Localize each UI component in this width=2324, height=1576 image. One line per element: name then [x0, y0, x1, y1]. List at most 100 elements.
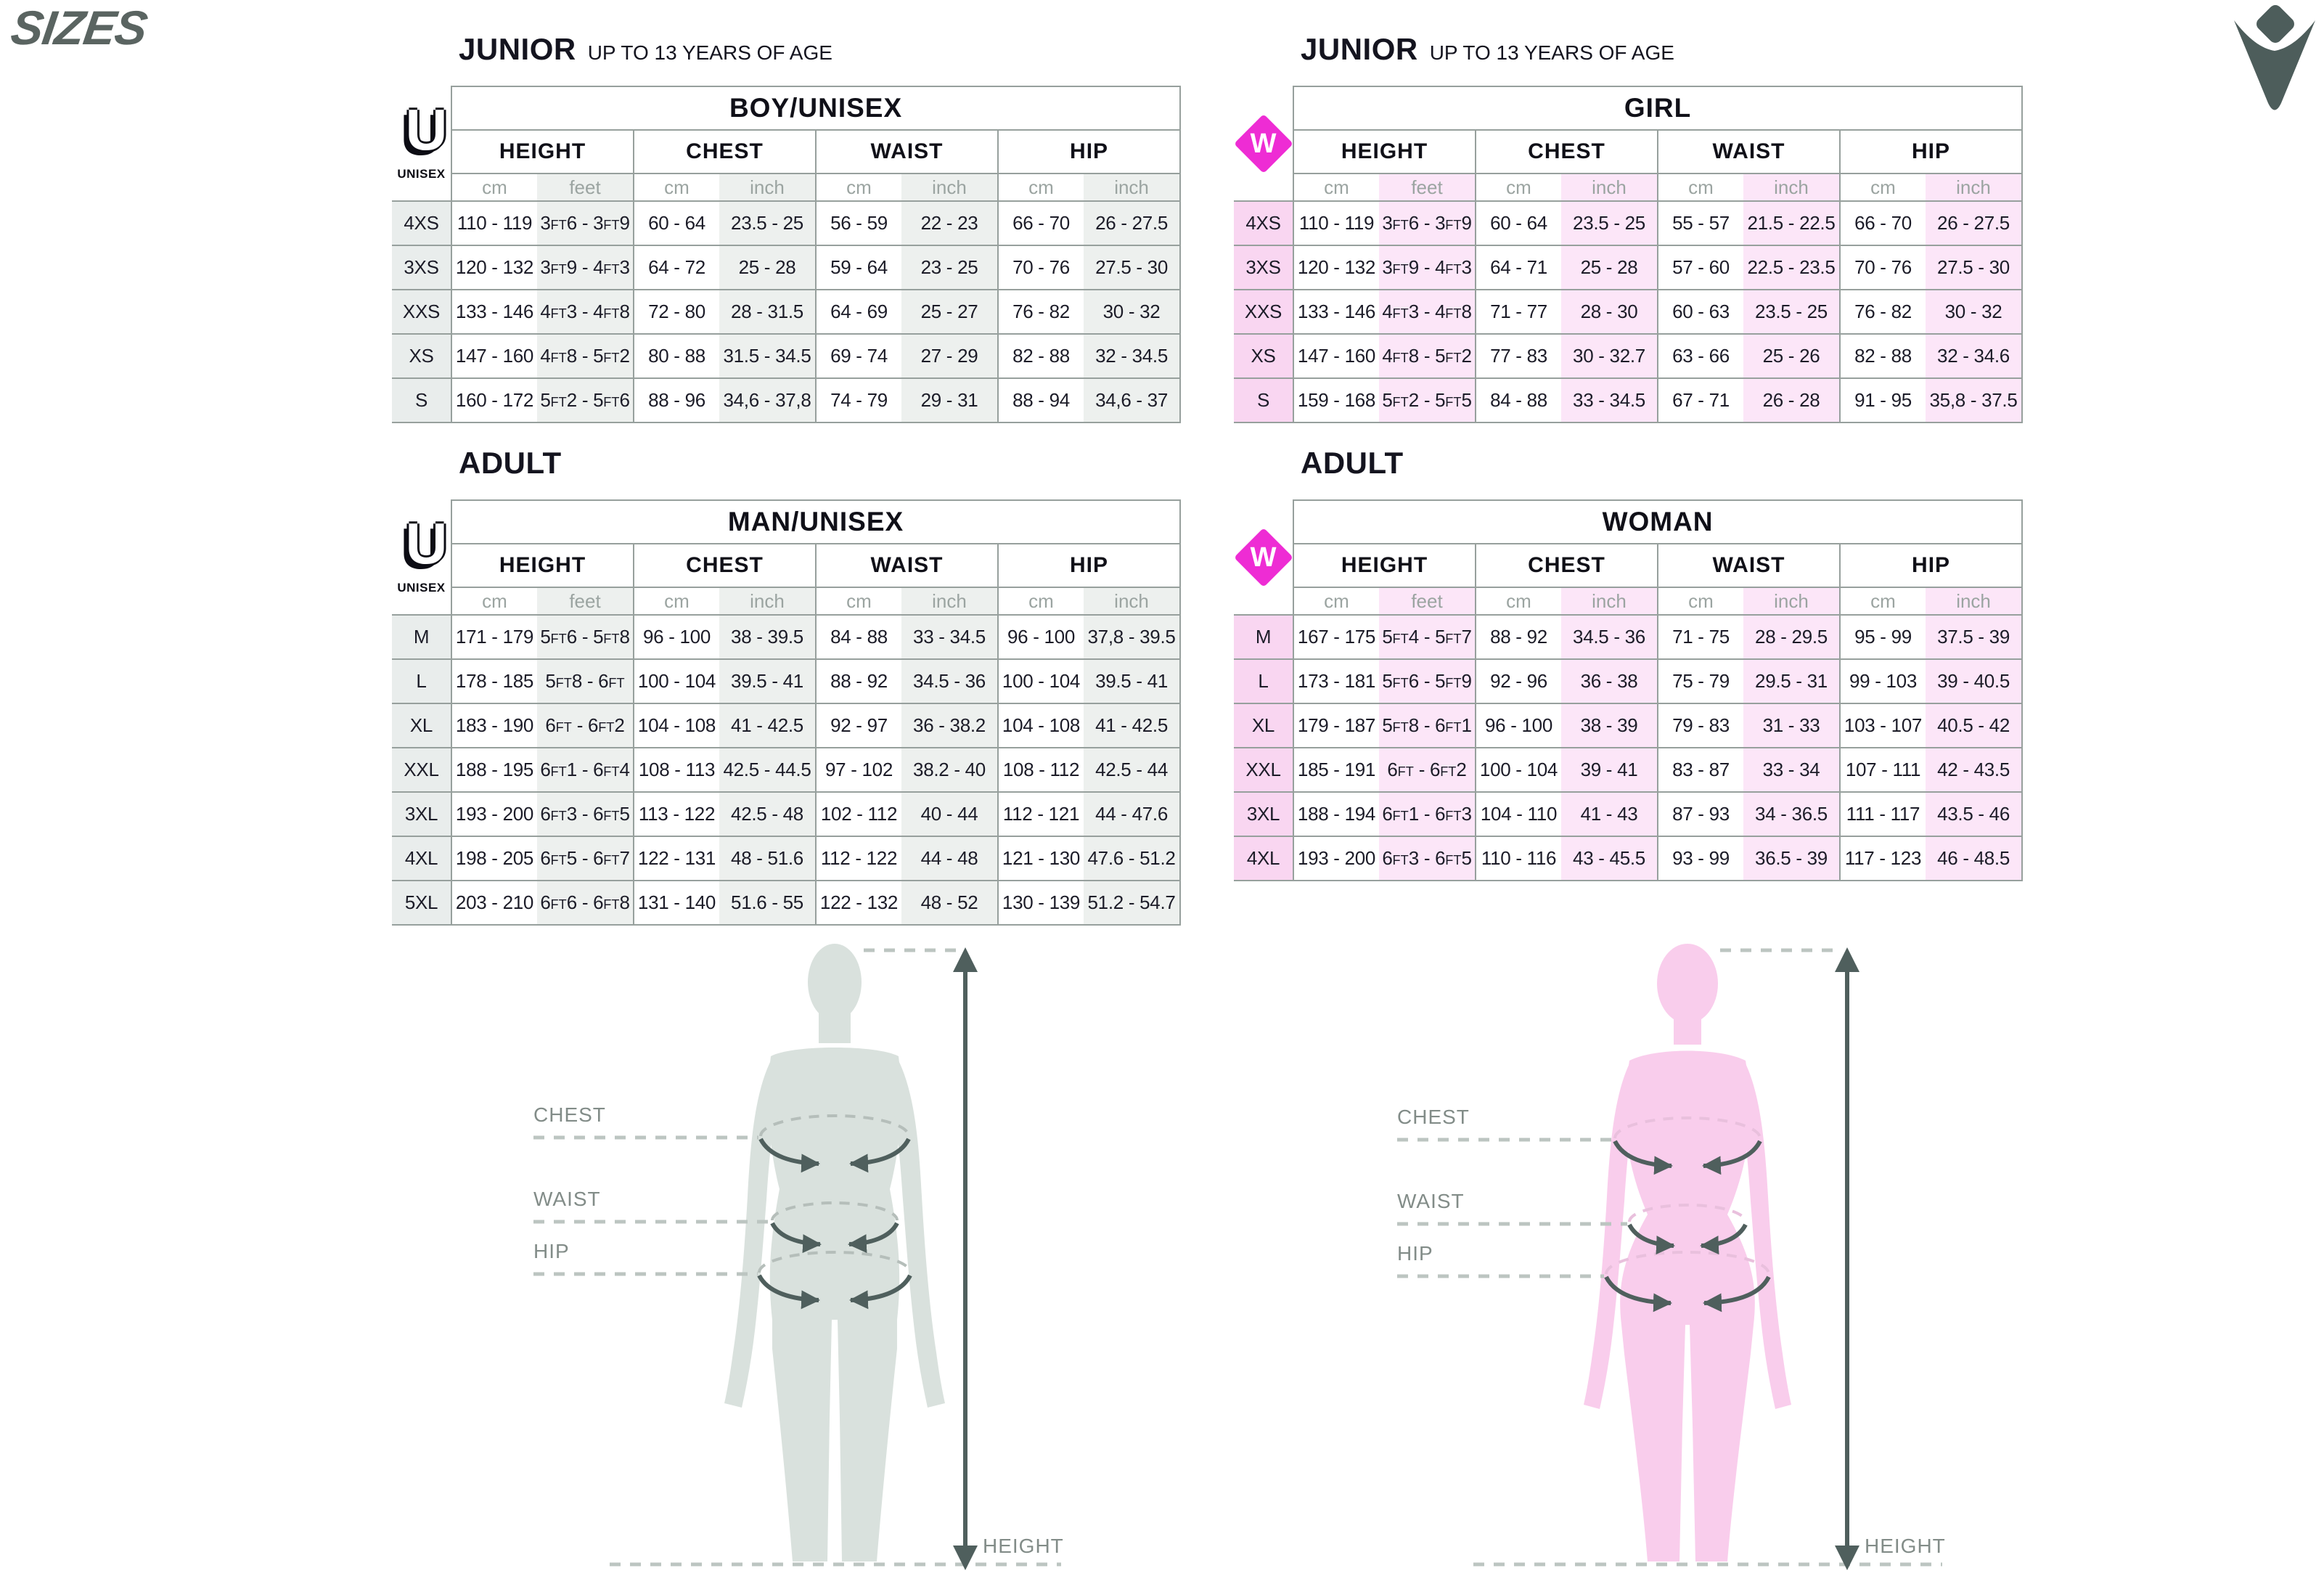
unisex-badge-icon: U U UNISEX	[397, 97, 448, 181]
size-label: 3XL	[1234, 791, 1294, 837]
size-value: 41 - 43	[1561, 791, 1658, 837]
size-value: 38 - 39	[1561, 703, 1658, 748]
unit-label: cm	[1657, 173, 1743, 202]
size-value: 23.5 - 25	[1561, 200, 1658, 246]
size-value: 37,8 - 39.5	[1084, 614, 1182, 660]
size-value: 88 - 96	[633, 377, 719, 423]
size-value: 95 - 99	[1839, 614, 1926, 660]
size-value: 167 - 175	[1293, 614, 1379, 660]
size-value: 27.5 - 30	[1084, 245, 1182, 290]
man-measurement-figure: CHEST WAIST HIP HEIGHT	[533, 944, 1063, 1570]
size-value: 37.5 - 39	[1926, 614, 2024, 660]
size-value: 4FT8 - 5FT2	[1379, 333, 1476, 379]
size-value: 193 - 200	[451, 791, 537, 837]
measure-header: WAIST	[1657, 129, 1840, 174]
size-value: 64 - 71	[1475, 245, 1561, 290]
size-value: 42.5 - 44.5	[719, 747, 816, 793]
junior-boy-section: JUNIOR UP TO 13 YEARS OF AGE U U UNISEX BOY/…	[392, 32, 1183, 423]
size-value: 5FT2 - 5FT5	[1379, 377, 1476, 423]
size-value: 87 - 93	[1657, 791, 1743, 837]
woman-back-arcs	[1605, 1116, 1770, 1275]
size-label: 4XS	[1234, 200, 1294, 246]
unit-label: cm	[997, 173, 1084, 202]
woman-badge-icon: W	[1234, 527, 1293, 587]
size-value: 29 - 31	[901, 377, 998, 423]
size-value: 28 - 29.5	[1743, 614, 1840, 660]
size-value: 23.5 - 25	[1743, 289, 1840, 335]
size-value: 97 - 102	[815, 747, 901, 793]
size-value: 47.6 - 51.2	[1084, 836, 1182, 881]
size-value: 121 - 130	[997, 836, 1084, 881]
size-value: 110 - 119	[1293, 200, 1379, 246]
size-value: 80 - 88	[633, 333, 719, 379]
size-value: 32 - 34.5	[1084, 333, 1182, 379]
size-value: 6FT5 - 6FT7	[537, 836, 634, 881]
size-value: 26 - 27.5	[1926, 200, 2024, 246]
size-label: XXS	[392, 289, 452, 335]
measure-header: WAIST	[815, 543, 998, 588]
size-value: 28 - 30	[1561, 289, 1658, 335]
size-value: 38.2 - 40	[901, 747, 998, 793]
size-value: 34 - 36.5	[1743, 791, 1840, 837]
unit-label: inch	[1926, 587, 2024, 616]
unit-label: cm	[451, 173, 537, 202]
measure-header: WAIST	[1657, 543, 1840, 588]
adult-man-section: ADULT U U UNISEX MAN/UNISEX HEIGHT CHEST WAIST…	[392, 446, 1183, 926]
size-value: 100 - 104	[1475, 747, 1561, 793]
measure-header: HEIGHT	[451, 543, 634, 588]
size-value: 193 - 200	[1293, 836, 1379, 881]
size-label: S	[392, 377, 452, 423]
size-value: 122 - 132	[815, 880, 901, 926]
unit-label: cm	[1293, 173, 1379, 202]
table-corner: W	[1234, 500, 1293, 615]
size-label: 3XS	[392, 245, 452, 290]
size-value: 29.5 - 31	[1743, 658, 1840, 704]
section-subtitle: UP TO 13 YEARS OF AGE	[587, 41, 832, 64]
size-value: 51.6 - 55	[719, 880, 816, 926]
size-value: 36 - 38.2	[901, 703, 998, 748]
section-title: ADULT	[1301, 446, 1404, 480]
brand-v-shape	[2234, 20, 2315, 110]
man-height-arrow	[953, 947, 978, 1570]
size-value: 6FT - 6FT2	[537, 703, 634, 748]
size-value: 83 - 87	[1657, 747, 1743, 793]
size-value: 96 - 100	[997, 614, 1084, 660]
size-value: 42.5 - 44	[1084, 747, 1182, 793]
size-value: 23 - 25	[901, 245, 998, 290]
size-value: 48 - 51.6	[719, 836, 816, 881]
unit-label: cm	[1839, 587, 1926, 616]
chest-label: CHEST	[533, 1103, 606, 1126]
unit-label: inch	[719, 173, 816, 202]
unit-label: cm	[451, 587, 537, 616]
measure-header: HEIGHT	[1293, 543, 1476, 588]
unit-label: feet	[1379, 587, 1476, 616]
size-value: 26 - 28	[1743, 377, 1840, 423]
size-label: XXL	[392, 747, 452, 793]
size-value: 33 - 34.5	[1561, 377, 1658, 423]
size-value: 5FT6 - 5FT8	[537, 614, 634, 660]
size-value: 79 - 83	[1657, 703, 1743, 748]
measure-header: HIP	[997, 129, 1182, 174]
size-value: 42 - 43.5	[1926, 747, 2024, 793]
size-value: 3FT6 - 3FT9	[537, 200, 634, 246]
size-label: S	[1234, 377, 1294, 423]
size-value: 88 - 92	[815, 658, 901, 704]
size-value: 122 - 131	[633, 836, 719, 881]
measure-header: HIP	[1838, 543, 2024, 588]
size-value: 33 - 34.5	[901, 614, 998, 660]
size-value: 31.5 - 34.5	[719, 333, 816, 379]
size-value: 120 - 132	[451, 245, 537, 290]
unit-label: cm	[633, 587, 719, 616]
size-value: 5FT4 - 5FT7	[1379, 614, 1476, 660]
size-value: 179 - 187	[1293, 703, 1379, 748]
unit-label: cm	[1839, 173, 1926, 202]
unit-label: inch	[901, 173, 998, 202]
woman-size-table: W WOMAN HEIGHT CHEST WAIST HIP cm feet cm inch cm i…	[1234, 499, 2024, 881]
size-value: 188 - 195	[451, 747, 537, 793]
measure-header: HEIGHT	[451, 129, 634, 174]
size-value: 6FT1 - 6FT3	[1379, 791, 1476, 837]
size-value: 33 - 34	[1743, 747, 1840, 793]
woman-dashed-guides	[1397, 948, 1942, 1567]
unit-label: cm	[815, 173, 901, 202]
woman-measure-arrows	[1604, 1140, 1771, 1312]
